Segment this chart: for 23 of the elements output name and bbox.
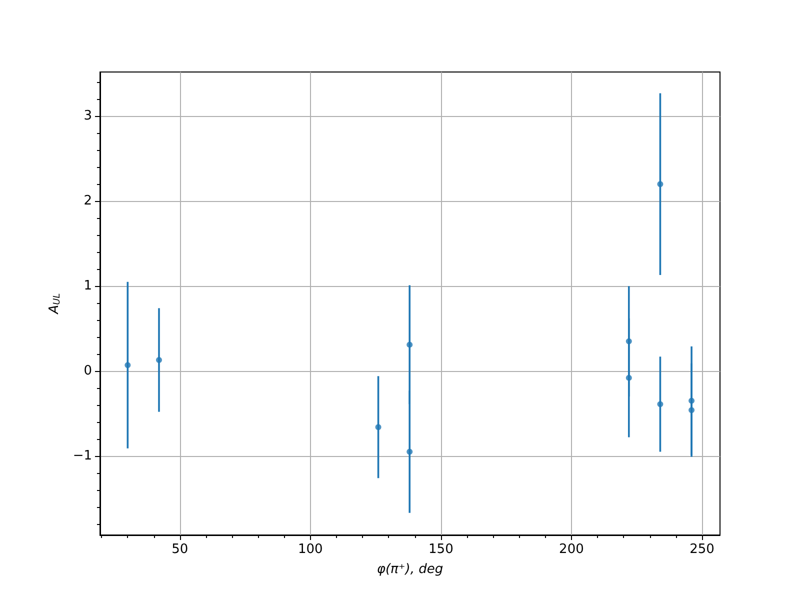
point (657, 401, 664, 408)
point (156, 356, 162, 363)
point (688, 407, 695, 414)
point (406, 342, 413, 348)
y-tick-label: 1 (84, 278, 92, 294)
y-tick-label: −1 (72, 448, 92, 464)
point (626, 338, 632, 344)
x-tick-label: 200 (559, 542, 584, 557)
x-axis-title: φ(π⁺), deg (376, 562, 444, 577)
y-tick-label: 0 (84, 364, 92, 379)
point (657, 181, 664, 188)
point (124, 362, 131, 368)
y-tick-label: 3 (84, 108, 92, 124)
x-tick-label: 150 (428, 542, 454, 557)
x-tick-label: 250 (690, 542, 714, 557)
y-tick-label: 2 (84, 194, 92, 209)
point (688, 398, 695, 404)
point (375, 424, 382, 430)
point (406, 448, 413, 455)
point (626, 374, 632, 381)
x-tick-label: 50 (172, 542, 188, 557)
x-tick-label: 100 (298, 542, 323, 557)
y-axis-title: AUL (46, 293, 62, 315)
